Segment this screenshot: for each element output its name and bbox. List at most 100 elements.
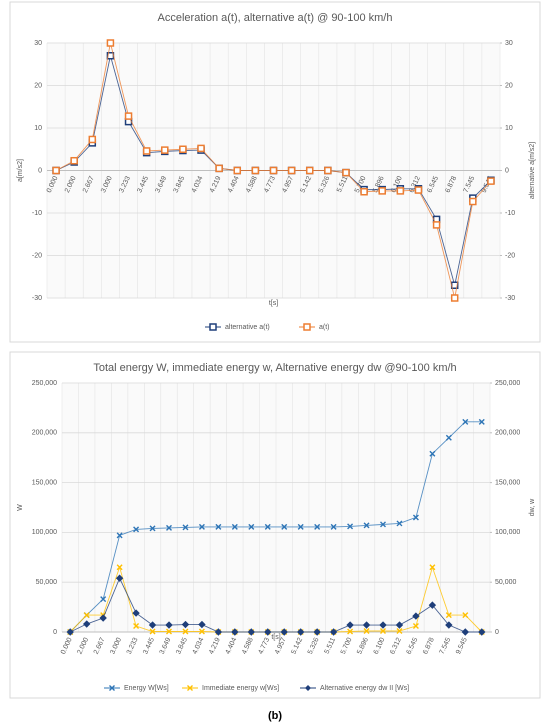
marker xyxy=(462,418,469,425)
marker xyxy=(379,621,387,629)
y-axis-label: W xyxy=(17,504,24,511)
legend-marker xyxy=(303,323,311,331)
legend-marker xyxy=(109,685,115,691)
marker xyxy=(412,514,419,521)
y2-tick-label: 250,000 xyxy=(495,380,520,387)
marker xyxy=(429,450,436,457)
marker xyxy=(149,628,156,635)
marker xyxy=(133,526,140,533)
marker xyxy=(314,523,321,530)
marker xyxy=(445,621,453,629)
marker xyxy=(182,524,189,531)
marker xyxy=(281,523,288,530)
marker xyxy=(305,166,314,175)
y-axis-label: a[m/s2] xyxy=(17,159,24,182)
y-tick-label: 50,000 xyxy=(36,579,58,586)
y-tick-label: 200,000 xyxy=(32,430,57,437)
x-axis-label: t[s] xyxy=(271,634,280,641)
marker xyxy=(247,628,256,636)
marker xyxy=(487,177,495,185)
marker xyxy=(280,628,288,636)
legend-marker xyxy=(305,685,311,691)
y2-tick-label: 50,000 xyxy=(495,579,517,586)
series-line xyxy=(70,577,482,633)
y2-axis-label: alternative a[m/s2] xyxy=(529,142,536,199)
marker xyxy=(70,156,78,165)
marker xyxy=(198,620,206,629)
marker xyxy=(429,564,436,571)
y2-tick-label: -30 xyxy=(505,295,515,302)
marker xyxy=(347,628,354,635)
marker xyxy=(133,623,140,630)
marker xyxy=(231,628,239,636)
y2-tick-label: 10 xyxy=(505,125,513,132)
marker xyxy=(380,521,386,528)
marker xyxy=(461,628,470,636)
y2-tick-label: -20 xyxy=(505,252,515,259)
chart-title: Acceleration a(t), alternative a(t) @ 90… xyxy=(158,12,393,24)
y2-tick-label: 150,000 xyxy=(495,479,520,486)
marker xyxy=(313,628,321,636)
marker xyxy=(166,628,172,635)
marker xyxy=(251,166,260,175)
marker xyxy=(478,418,485,425)
marker xyxy=(83,612,90,619)
legend-marker xyxy=(209,323,217,331)
marker xyxy=(396,628,403,634)
series-line xyxy=(69,421,482,633)
marker xyxy=(166,524,172,531)
y-tick-label: 150,000 xyxy=(32,479,57,486)
marker xyxy=(412,623,419,630)
marker xyxy=(445,434,452,441)
legend-label: alternative a(t) xyxy=(225,324,270,331)
y2-tick-label: 100,000 xyxy=(495,529,520,536)
marker xyxy=(432,221,441,229)
marker xyxy=(248,523,255,530)
marker xyxy=(346,621,354,629)
y2-axis-label: dw, w xyxy=(529,498,536,516)
chart-title: Total energy W, immediate energy w, Alte… xyxy=(93,362,456,374)
marker xyxy=(478,628,486,636)
x-axis-label: t[s] xyxy=(269,300,278,307)
y2-tick-label: 0 xyxy=(495,629,499,636)
y-tick-label: 30 xyxy=(34,40,42,47)
marker xyxy=(330,523,337,530)
marker xyxy=(264,628,272,636)
y2-tick-label: 20 xyxy=(505,82,513,89)
marker xyxy=(149,525,156,532)
marker xyxy=(198,628,205,635)
marker xyxy=(115,574,124,582)
marker xyxy=(100,596,107,603)
marker xyxy=(445,612,452,619)
marker xyxy=(215,164,223,173)
marker xyxy=(412,612,420,620)
marker xyxy=(462,612,469,619)
marker xyxy=(233,166,242,175)
marker xyxy=(88,135,97,144)
chart-panel: Acceleration a(t), alternative a(t) @ 90… xyxy=(9,1,541,343)
y-tick-label: 10 xyxy=(34,125,42,132)
marker xyxy=(329,628,338,636)
marker xyxy=(287,166,296,175)
marker xyxy=(106,39,115,47)
caption: (b) xyxy=(268,710,282,722)
marker xyxy=(132,609,140,617)
y-tick-label: 0 xyxy=(53,629,57,636)
marker xyxy=(269,166,278,175)
marker xyxy=(347,523,354,530)
marker xyxy=(396,520,403,527)
y-tick-label: -10 xyxy=(32,210,42,217)
marker xyxy=(66,628,74,636)
legend-label: a(t) xyxy=(319,324,330,331)
marker xyxy=(165,621,173,629)
marker xyxy=(182,628,189,635)
marker xyxy=(414,186,423,194)
legend-label: Energy W[Ws] xyxy=(124,685,169,692)
marker xyxy=(142,147,151,155)
marker xyxy=(231,523,238,530)
marker xyxy=(378,187,386,195)
marker xyxy=(197,144,205,153)
marker xyxy=(342,168,350,177)
marker xyxy=(116,532,123,539)
